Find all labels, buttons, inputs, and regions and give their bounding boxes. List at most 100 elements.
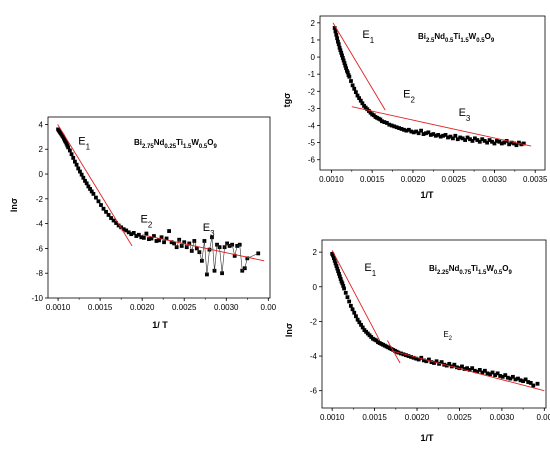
data-point — [157, 238, 161, 243]
data-point — [81, 175, 86, 180]
data-point — [169, 240, 174, 245]
data-point — [336, 269, 341, 274]
data-point — [106, 213, 111, 217]
y-tick-label: 2 — [313, 248, 318, 257]
data-point — [67, 148, 72, 153]
data-point — [482, 139, 487, 143]
x-axis-label: 1/T — [420, 433, 434, 443]
data-point — [500, 374, 505, 379]
data-point — [416, 357, 421, 362]
data-point — [335, 266, 340, 271]
data-point — [66, 145, 71, 150]
data-point — [432, 361, 436, 365]
data-point — [114, 221, 119, 225]
data-point — [455, 137, 460, 142]
y-tick-label: -2 — [310, 317, 318, 326]
fit-line — [351, 106, 532, 147]
data-point — [340, 56, 345, 60]
data-point — [359, 322, 363, 327]
data-point — [340, 53, 344, 58]
data-point — [521, 379, 525, 384]
data-point — [460, 136, 465, 141]
data-point — [89, 189, 94, 194]
data-point — [480, 137, 485, 142]
data-point — [116, 223, 121, 228]
data-point — [475, 138, 480, 142]
energy-annotation: E2 — [443, 330, 452, 342]
data-point — [523, 377, 528, 382]
x-tick-label: 0.0015 — [88, 303, 113, 312]
data-point — [424, 131, 428, 136]
data-point — [411, 130, 416, 135]
x-tick-label: 0.0010 — [46, 303, 71, 312]
data-point — [337, 274, 342, 279]
data-point — [99, 203, 103, 207]
data-point — [433, 133, 438, 138]
data-point — [399, 127, 404, 131]
data-point — [443, 133, 448, 137]
data-point — [514, 143, 519, 148]
data-point — [126, 230, 131, 235]
data-point — [517, 140, 521, 145]
data-point — [518, 378, 523, 383]
data-point — [419, 128, 423, 133]
composition-label: Bi2.75Nd0.25Ti1.5W0.5O9 — [134, 138, 218, 150]
x-tick-label: 0.0010 — [319, 175, 344, 184]
fit-line — [391, 350, 545, 392]
energy-annotation: E2 — [403, 88, 415, 104]
data-point — [109, 216, 113, 220]
data-point — [516, 376, 520, 381]
y-tick-label: 2 — [311, 19, 316, 28]
data-point — [172, 241, 177, 246]
x-tick-label: 0.0020 — [405, 413, 430, 422]
energy-annotation: E1 — [362, 29, 374, 45]
data-point — [521, 141, 526, 146]
data-point — [121, 227, 126, 232]
data-point — [431, 132, 436, 136]
data-point — [439, 360, 444, 365]
data-point — [448, 134, 453, 139]
y-tick-label: -6 — [36, 244, 44, 253]
series-line — [173, 237, 259, 275]
energy-annotation: E3 — [203, 222, 215, 238]
data-point — [338, 48, 343, 53]
data-point — [360, 101, 365, 106]
data-point — [382, 120, 387, 124]
plot-frame — [319, 15, 546, 171]
data-point — [404, 128, 409, 133]
data-point — [210, 235, 214, 240]
x-tick-label: 0.0030 — [490, 413, 515, 422]
data-point — [357, 96, 362, 101]
data-point — [485, 140, 490, 145]
x-tick-label: 0.0015 — [362, 413, 387, 422]
data-point — [152, 234, 156, 238]
data-point — [347, 299, 352, 304]
data-point — [332, 26, 337, 30]
data-point — [424, 359, 429, 364]
data-point — [409, 355, 413, 359]
data-point — [446, 135, 450, 140]
data-point — [487, 138, 492, 142]
data-point — [513, 377, 518, 382]
data-point — [350, 83, 355, 88]
plot-bi225-nd075: 0.0010 0.0015 0.0020 0.0025 0.0030 0.0020-2-4… — [284, 239, 550, 443]
data-point — [69, 152, 74, 157]
data-point — [495, 371, 500, 376]
y-tick-label: -1 — [308, 70, 316, 79]
data-point — [429, 360, 434, 365]
data-point — [136, 232, 141, 237]
data-point — [470, 366, 475, 371]
data-point — [357, 320, 362, 325]
data-point — [453, 133, 458, 138]
data-point — [337, 45, 342, 50]
data-point — [465, 366, 469, 371]
data-point — [167, 229, 171, 233]
data-point — [490, 139, 494, 144]
energy-annotation: E3 — [459, 107, 471, 123]
data-point — [499, 141, 504, 146]
y-tick-label: -2 — [36, 195, 44, 204]
plot-frame — [47, 116, 271, 299]
data-point — [507, 142, 512, 147]
y-tick-label: 1 — [311, 36, 316, 45]
